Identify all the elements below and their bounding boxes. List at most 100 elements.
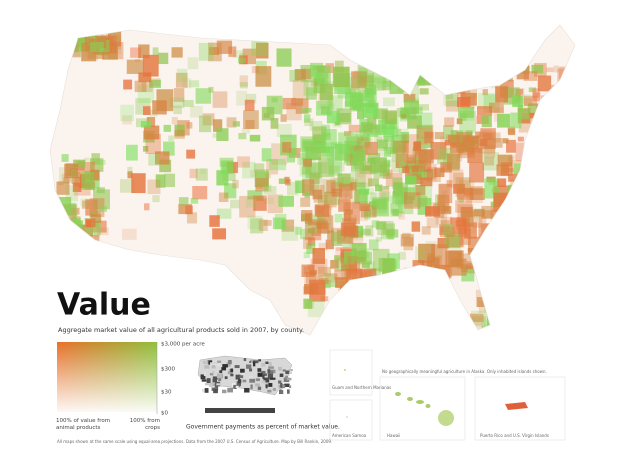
county-patch bbox=[239, 82, 248, 89]
county-patch bbox=[72, 182, 82, 192]
county-patch bbox=[334, 121, 340, 126]
county-patch bbox=[282, 97, 296, 110]
county-patch bbox=[220, 160, 234, 174]
county-patch bbox=[317, 220, 328, 230]
county-patch bbox=[89, 198, 105, 218]
county-patch bbox=[304, 191, 310, 198]
county-patch bbox=[470, 186, 483, 195]
county-patch bbox=[174, 130, 185, 139]
government-patch bbox=[228, 368, 232, 373]
county-patch bbox=[503, 264, 521, 275]
county-patch bbox=[416, 64, 422, 69]
county-patch bbox=[393, 140, 409, 154]
county-patch bbox=[424, 131, 434, 144]
county-patch bbox=[239, 52, 246, 58]
county-patch bbox=[456, 187, 474, 200]
county-patch bbox=[382, 60, 389, 69]
county-patch bbox=[510, 179, 522, 195]
government-map bbox=[197, 355, 294, 396]
county-patch bbox=[490, 309, 505, 330]
county-patch bbox=[506, 246, 524, 266]
county-patch bbox=[477, 106, 493, 116]
county-patch bbox=[373, 200, 379, 208]
government-patch bbox=[202, 360, 208, 365]
county-patch bbox=[359, 67, 368, 77]
county-patch bbox=[396, 70, 411, 82]
county-patch bbox=[447, 134, 460, 143]
county-patch bbox=[402, 166, 410, 173]
county-patch bbox=[395, 153, 409, 169]
county-patch bbox=[486, 275, 498, 284]
county-patch bbox=[484, 145, 496, 158]
county-patch bbox=[512, 95, 523, 107]
county-patch bbox=[355, 131, 361, 137]
government-patch bbox=[201, 379, 207, 382]
county-patch bbox=[494, 248, 504, 257]
county-patch bbox=[122, 115, 132, 125]
county-patch bbox=[340, 222, 356, 236]
government-patch bbox=[261, 362, 266, 367]
county-patch bbox=[238, 133, 247, 140]
government-patch bbox=[262, 375, 265, 379]
government-patch bbox=[268, 366, 274, 369]
county-patch bbox=[309, 172, 320, 185]
legend-scale-label: $3,000 per acre bbox=[161, 342, 205, 348]
county-patch bbox=[155, 174, 166, 188]
county-patch bbox=[439, 183, 450, 195]
county-patch bbox=[301, 264, 315, 277]
county-patch bbox=[449, 142, 463, 154]
county-patch bbox=[66, 31, 73, 35]
county-patch bbox=[370, 168, 378, 175]
county-patch bbox=[395, 196, 407, 206]
county-patch bbox=[492, 327, 499, 334]
county-patch bbox=[173, 88, 185, 102]
county-patch bbox=[401, 114, 407, 119]
county-patch bbox=[424, 163, 437, 181]
county-patch bbox=[420, 177, 433, 187]
county-patch bbox=[263, 186, 277, 195]
county-patch bbox=[77, 224, 93, 237]
county-patch bbox=[212, 133, 218, 138]
government-patch bbox=[235, 385, 239, 388]
government-patch bbox=[289, 385, 292, 389]
county-patch bbox=[368, 201, 377, 207]
government-patch bbox=[246, 364, 252, 369]
inset-frame bbox=[329, 349, 373, 396]
county-patch bbox=[348, 293, 364, 312]
county-patch bbox=[437, 237, 450, 249]
county-patch bbox=[360, 280, 377, 298]
county-patch bbox=[323, 273, 338, 288]
county-patch bbox=[504, 266, 512, 275]
county-patch bbox=[318, 277, 329, 285]
county-patch bbox=[306, 242, 316, 254]
county-patch bbox=[373, 61, 384, 73]
county-patch bbox=[350, 182, 357, 190]
county-patch bbox=[385, 142, 397, 155]
county-patch bbox=[289, 70, 300, 82]
county-patch bbox=[497, 318, 510, 328]
county-patch bbox=[174, 124, 185, 137]
government-patch bbox=[227, 387, 233, 393]
county-patch bbox=[500, 212, 512, 224]
county-patch bbox=[261, 148, 272, 162]
county-patch bbox=[348, 124, 361, 133]
county-patch bbox=[120, 104, 134, 122]
county-patch bbox=[413, 185, 423, 198]
county-patch bbox=[258, 219, 268, 232]
county-patch bbox=[304, 272, 317, 288]
county-patch bbox=[361, 262, 370, 268]
county-patch bbox=[344, 209, 353, 215]
county-patch bbox=[164, 173, 176, 188]
government-patch bbox=[252, 361, 256, 367]
county-patch bbox=[303, 237, 312, 249]
county-patch bbox=[327, 157, 342, 177]
government-patch bbox=[268, 383, 273, 387]
county-patch bbox=[374, 133, 383, 143]
county-patch bbox=[509, 269, 524, 284]
government-patch bbox=[250, 384, 253, 390]
county-patch bbox=[397, 67, 415, 79]
county-patch bbox=[484, 157, 494, 166]
county-patch bbox=[467, 263, 474, 270]
county-patch bbox=[176, 68, 188, 82]
county-patch bbox=[470, 313, 484, 322]
